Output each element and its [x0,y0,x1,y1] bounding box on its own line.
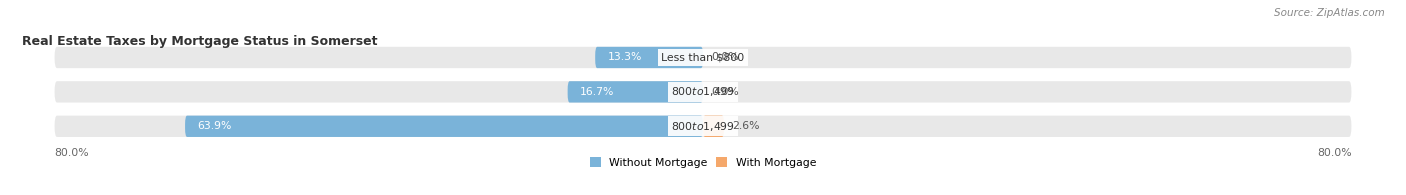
Text: Source: ZipAtlas.com: Source: ZipAtlas.com [1274,8,1385,18]
FancyBboxPatch shape [186,116,703,137]
Text: 80.0%: 80.0% [1317,148,1351,158]
Text: 0.0%: 0.0% [711,87,740,97]
FancyBboxPatch shape [55,116,1351,137]
FancyBboxPatch shape [595,47,703,68]
Text: $800 to $1,499: $800 to $1,499 [671,85,735,98]
Text: Real Estate Taxes by Mortgage Status in Somerset: Real Estate Taxes by Mortgage Status in … [22,35,378,48]
FancyBboxPatch shape [568,81,703,103]
Text: 2.6%: 2.6% [733,121,759,131]
Legend: Without Mortgage, With Mortgage: Without Mortgage, With Mortgage [589,157,817,168]
Text: 13.3%: 13.3% [607,52,641,62]
FancyBboxPatch shape [55,47,1351,68]
Text: $800 to $1,499: $800 to $1,499 [671,120,735,133]
Text: 0.0%: 0.0% [711,52,740,62]
FancyBboxPatch shape [55,81,1351,103]
Text: Less than $800: Less than $800 [661,52,745,62]
FancyBboxPatch shape [703,116,724,137]
Text: 80.0%: 80.0% [55,148,89,158]
Text: 63.9%: 63.9% [197,121,232,131]
Text: 16.7%: 16.7% [579,87,614,97]
